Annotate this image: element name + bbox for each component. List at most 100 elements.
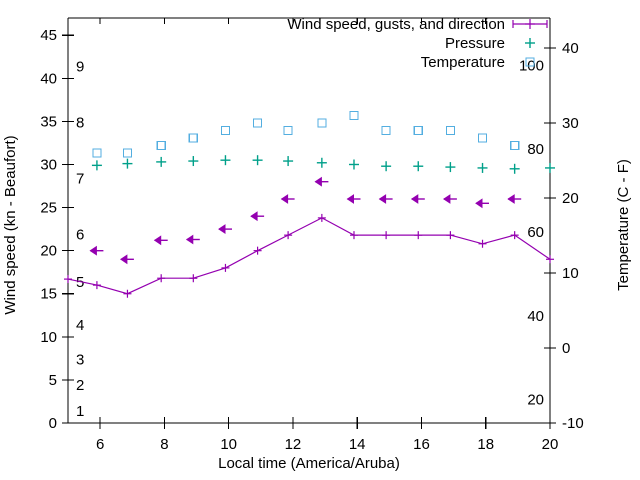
beaufort-label: 5 — [76, 274, 84, 291]
wind-speed-marker — [92, 281, 101, 290]
gust-arrowhead — [153, 235, 162, 246]
wind-speed-series — [64, 213, 554, 298]
gust-arrowhead — [378, 194, 387, 204]
temperature-marker — [283, 125, 293, 136]
gust-direction-arrow — [185, 234, 200, 245]
pressure-marker — [477, 162, 488, 173]
left-tick-label: 35 — [40, 113, 57, 130]
gust-arrowhead — [507, 194, 515, 204]
right-tick-label: -10 — [562, 415, 584, 432]
left-tick-label: 25 — [40, 200, 57, 217]
bottom-tick-label: 8 — [160, 436, 168, 453]
beaufort-label: 6 — [76, 226, 84, 243]
left-tick-label: 30 — [40, 156, 57, 173]
beaufort-label: 7 — [76, 170, 84, 187]
pressure-marker — [413, 161, 424, 172]
gust-arrowhead — [185, 234, 194, 245]
gust-arrowhead — [346, 194, 354, 204]
gust-arrowhead — [410, 194, 419, 204]
wind-speed-marker — [157, 274, 166, 283]
left-tick-label: 5 — [49, 372, 57, 389]
bottom-tick-label: 18 — [477, 436, 494, 453]
gust-direction-arrow — [153, 235, 168, 246]
left-tick-label: 20 — [40, 243, 57, 260]
temperature-marker — [188, 133, 198, 143]
pressure-marker — [91, 160, 102, 171]
bottom-axis-ticks: 6 8 10 12 14 16 18 20 — [96, 18, 558, 453]
fahrenheit-label: 40 — [527, 308, 544, 325]
left-tick-label: 10 — [40, 329, 57, 346]
gust-direction-arrow — [89, 245, 104, 256]
temperature-marker — [220, 125, 231, 136]
fahrenheit-label: 20 — [527, 391, 544, 408]
temperature-marker — [477, 133, 488, 143]
pressure-marker — [188, 156, 199, 167]
left-tick-label: 15 — [40, 286, 57, 303]
temperature-marker — [253, 118, 263, 128]
right-tick-label: 40 — [562, 40, 579, 57]
gust-direction-arrow — [218, 224, 232, 235]
gust-direction-arrow — [475, 198, 489, 209]
legend-label-1: Wind speed, gusts, and direction — [287, 16, 505, 33]
beaufort-label: 3 — [76, 351, 84, 368]
gust-arrowhead — [250, 211, 258, 222]
wind-speed-marker — [510, 231, 519, 240]
bottom-tick-label: 16 — [413, 436, 430, 453]
temperature-marker — [317, 118, 327, 128]
left-tick-label: 0 — [49, 415, 57, 432]
temperature-marker — [381, 125, 391, 136]
beaufort-label: 8 — [76, 114, 84, 131]
wind-speed-marker — [189, 274, 198, 283]
gust-direction-arrow — [410, 194, 425, 204]
gust-arrowhead — [442, 194, 451, 204]
right-axis-ticks: -10 0 10 20 30 40 — [544, 40, 584, 432]
temperature-marker — [92, 148, 102, 158]
temperature-series — [92, 110, 520, 158]
left-axis-title: Wind speed (kn - Beaufort) — [2, 135, 19, 314]
right-tick-label: 20 — [562, 190, 579, 207]
fahrenheit-label: 80 — [527, 141, 544, 158]
legend-sample-square — [525, 57, 535, 67]
right-tick-label: 10 — [562, 265, 579, 282]
pressure-marker — [122, 158, 133, 169]
pressure-marker — [445, 162, 456, 173]
gust-direction-arrow — [314, 176, 329, 187]
gusts-direction-series — [89, 176, 522, 265]
wind-speed-marker — [414, 231, 423, 240]
pressure-marker — [252, 155, 263, 166]
wind-speed-marker — [382, 231, 391, 240]
beaufort-label: 2 — [76, 377, 84, 394]
gust-direction-arrow — [119, 254, 134, 265]
temperature-marker — [349, 110, 359, 121]
temperature-marker — [510, 140, 520, 151]
bottom-tick-label: 20 — [542, 436, 559, 453]
gust-direction-arrow — [507, 194, 522, 204]
left-axis-ticks: 0 5 10 15 20 25 30 35 40 45 — [40, 27, 74, 432]
left-tick-label: 40 — [40, 70, 57, 87]
beaufort-label: 1 — [76, 403, 84, 420]
temperature-marker — [156, 140, 166, 151]
gust-arrowhead — [280, 194, 289, 204]
wind-speed-marker — [253, 246, 262, 255]
gust-arrowhead — [314, 176, 322, 187]
wind-speed-marker — [478, 239, 487, 248]
gust-direction-arrow — [250, 211, 265, 222]
fahrenheit-label: 60 — [527, 224, 544, 241]
wind-speed-marker — [123, 289, 132, 298]
pressure-marker — [381, 161, 392, 172]
pressure-marker — [316, 157, 327, 168]
legend-label-2: Pressure — [445, 35, 505, 52]
gust-direction-arrow — [378, 194, 393, 204]
beaufort-label: 9 — [76, 58, 84, 75]
bottom-tick-label: 12 — [285, 436, 302, 453]
bottom-tick-label: 10 — [220, 436, 237, 453]
wind-speed-marker — [546, 255, 554, 264]
bottom-tick-label: 14 — [349, 436, 366, 453]
temperature-marker — [445, 125, 455, 136]
gust-arrowhead — [475, 198, 483, 209]
wind-speed-line — [67, 217, 551, 295]
pressure-marker — [509, 163, 520, 174]
